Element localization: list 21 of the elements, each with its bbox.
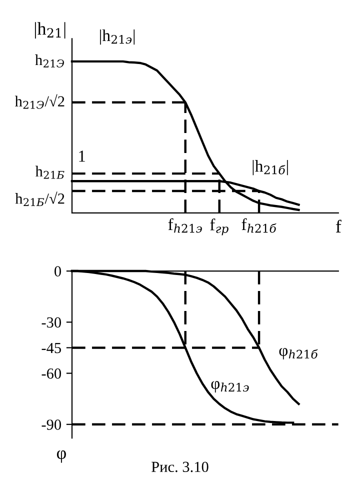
y-tick-label: -45 — [42, 342, 61, 354]
y-axis-title: |h$_{21}$| — [34, 22, 66, 39]
text: h$_{21Э}$/√2 — [14, 94, 64, 109]
y-tick-label: -90 — [42, 420, 61, 430]
y-tick-label: -30 — [42, 317, 61, 328]
series-label: 1 — [79, 150, 85, 162]
y-tick-label: 0 — [54, 266, 61, 276]
x-axis-title: f — [336, 220, 342, 232]
x-tick-label: f$_{гр}$ — [210, 218, 228, 236]
text: Рис. 3.10 — [152, 462, 208, 472]
y-axis-title: φ — [56, 450, 66, 463]
series-label: φ$_{h21э}$ — [211, 381, 249, 392]
text: h$_{21Б}$ — [35, 166, 64, 179]
series-label: φ$_{h21б}$ — [279, 348, 318, 360]
x-tick-label: f$_{h21э}$ — [168, 218, 202, 233]
text: h$_{21Э}$ — [35, 54, 64, 68]
series-label: |h$_{21э}$| — [100, 29, 135, 45]
series-label: |h$_{21б}$| — [252, 160, 288, 176]
x-tick-label: f$_{h21б}$ — [242, 218, 276, 233]
y-tick-label: -60 — [42, 368, 61, 379]
text: h$_{21Б}$/√2 — [15, 192, 64, 206]
